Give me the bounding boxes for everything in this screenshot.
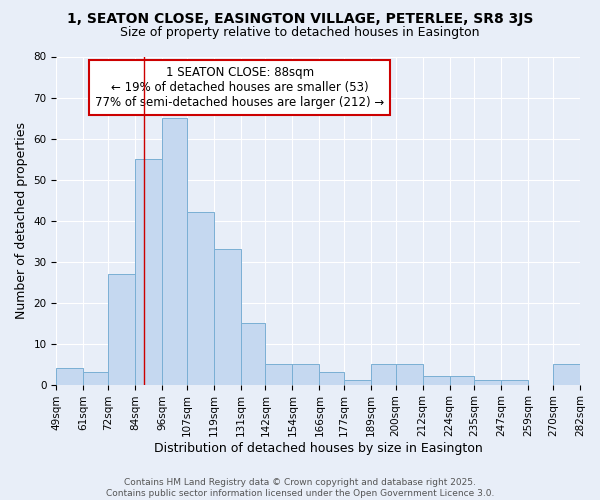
Bar: [56, 368, 83, 384]
Text: 1 SEATON CLOSE: 88sqm
← 19% of detached houses are smaller (53)
77% of semi-deta: 1 SEATON CLOSE: 88sqm ← 19% of detached …: [95, 66, 384, 110]
Bar: [449, 376, 475, 384]
Text: 1, SEATON CLOSE, EASINGTON VILLAGE, PETERLEE, SR8 3JS: 1, SEATON CLOSE, EASINGTON VILLAGE, PETE…: [67, 12, 533, 26]
Bar: [344, 380, 371, 384]
Bar: [502, 380, 529, 384]
Bar: [371, 364, 396, 384]
Bar: [265, 364, 292, 384]
Bar: [475, 380, 502, 384]
Bar: [292, 364, 319, 384]
Bar: [422, 376, 449, 384]
Bar: [553, 364, 580, 384]
X-axis label: Distribution of detached houses by size in Easington: Distribution of detached houses by size …: [154, 442, 482, 455]
Bar: [135, 159, 162, 384]
Y-axis label: Number of detached properties: Number of detached properties: [15, 122, 28, 319]
Bar: [319, 372, 344, 384]
Text: Contains HM Land Registry data © Crown copyright and database right 2025.
Contai: Contains HM Land Registry data © Crown c…: [106, 478, 494, 498]
Bar: [162, 118, 187, 384]
Bar: [241, 323, 265, 384]
Bar: [396, 364, 422, 384]
Bar: [187, 212, 214, 384]
Bar: [214, 250, 241, 384]
Text: Size of property relative to detached houses in Easington: Size of property relative to detached ho…: [120, 26, 480, 39]
Bar: [83, 372, 108, 384]
Bar: [108, 274, 135, 384]
